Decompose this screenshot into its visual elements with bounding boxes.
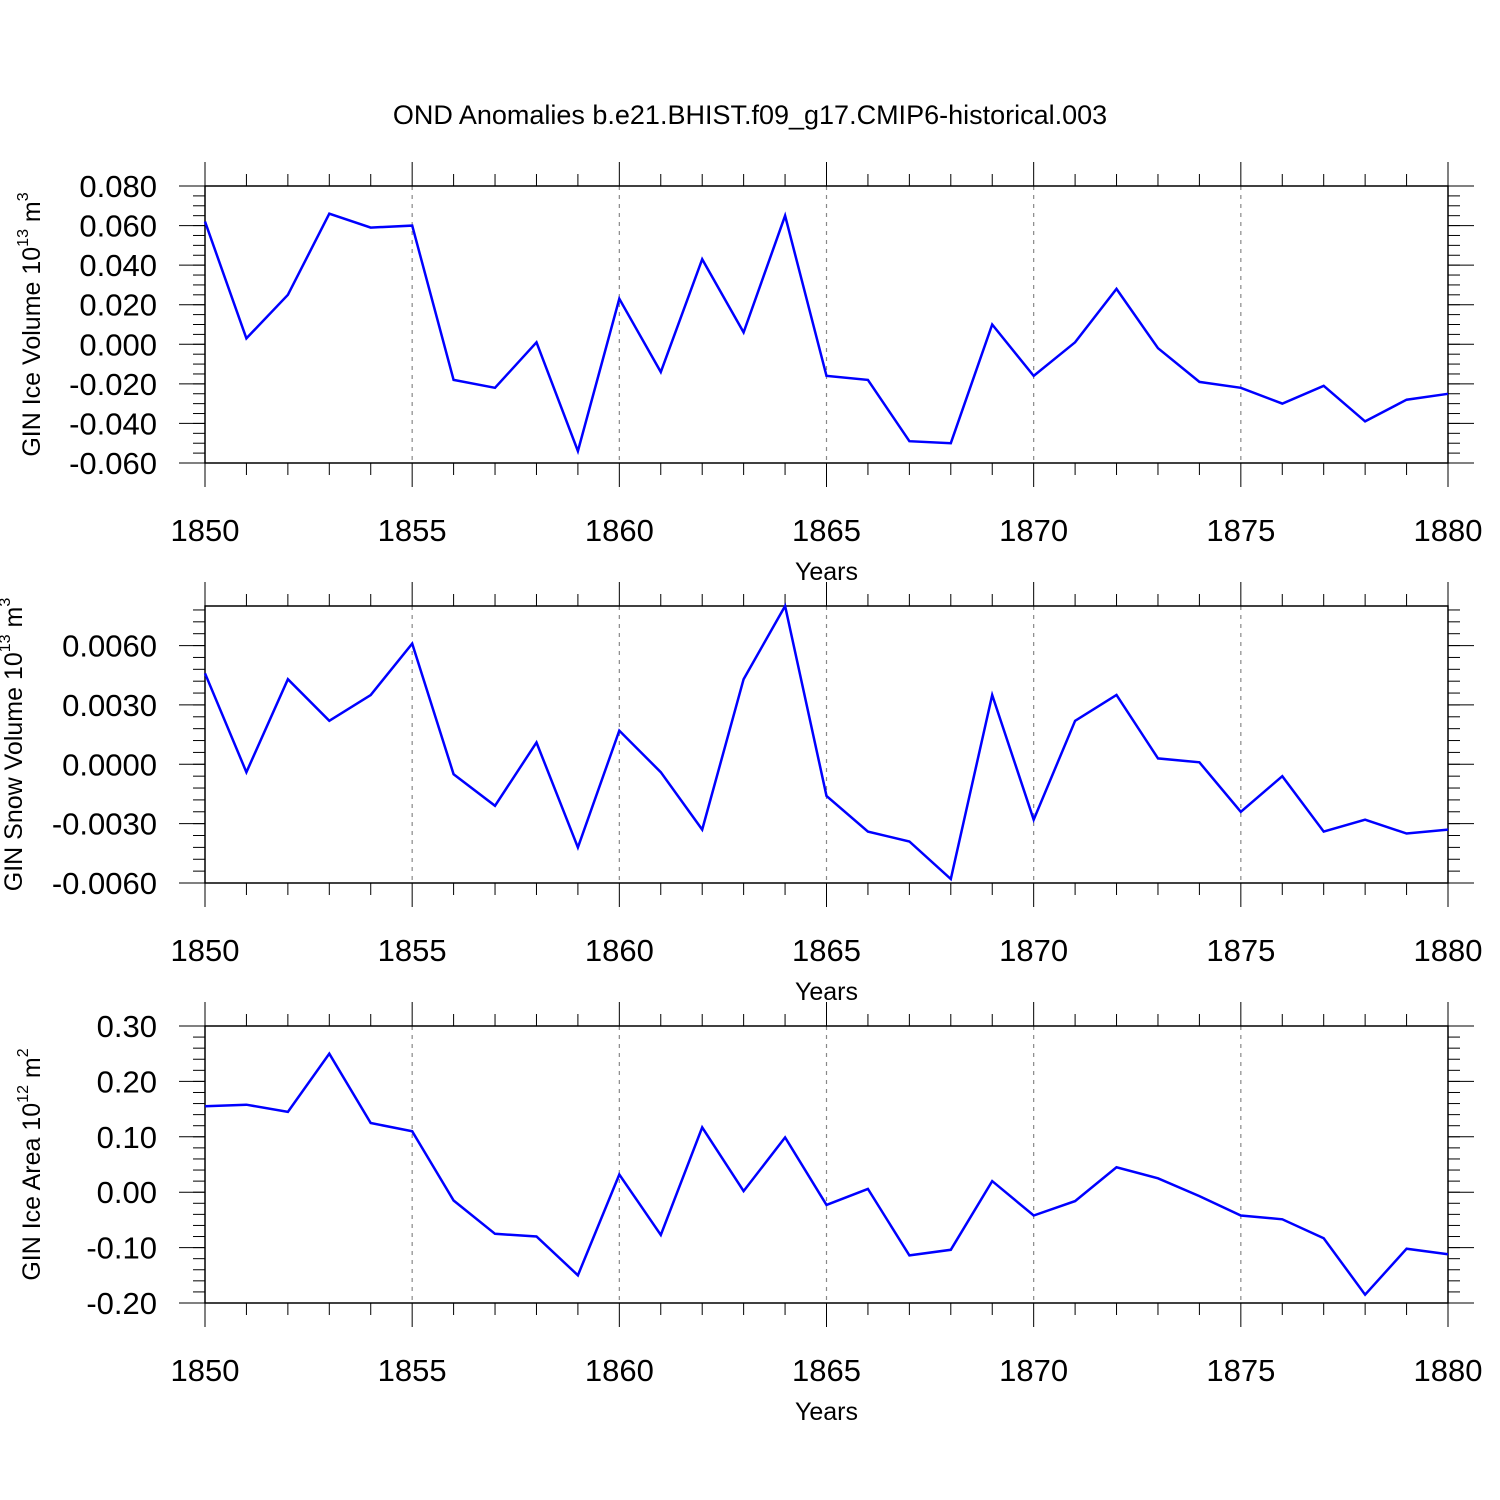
chart-panels: 1850 1855 1860 1865 1870 1875 1880 0.080 0.060 0.…	[0, 162, 1482, 1426]
y-axis-title-part: GIN Snow Volume 10	[0, 652, 28, 891]
y-tick-label: 0.020	[79, 288, 157, 323]
x-tick-label: 1860	[585, 933, 654, 968]
x-tick-label: 1855	[378, 933, 447, 968]
x-tick-label: 1850	[171, 933, 240, 968]
y-tick-label: -0.0030	[52, 807, 157, 842]
x-tick-label: 1880	[1414, 933, 1483, 968]
x-tick-label: 1850	[171, 513, 240, 548]
y-tick-label: -0.060	[69, 446, 157, 481]
y-tick-label: -0.0060	[52, 866, 157, 901]
y-tick-label: 0.0060	[62, 629, 157, 664]
y-tick-label: 0.0030	[62, 688, 157, 723]
y-axis-title-superscript: 13	[0, 634, 14, 652]
x-tick-label: 1870	[999, 1353, 1068, 1388]
y-tick-label: 0.000	[79, 327, 157, 362]
x-tick-label: 1860	[585, 1353, 654, 1388]
y-tick-label: 0.0000	[62, 747, 157, 782]
y-axis-title: GIN Ice Volume 1013 m3	[15, 192, 46, 456]
y-tick-label: 0.20	[97, 1064, 157, 1099]
y-axis-title-superscript: 3	[15, 192, 32, 201]
y-axis-title-superscript: 13	[15, 229, 32, 247]
x-tick-label: 1865	[792, 933, 861, 968]
x-tick-label: 1870	[999, 933, 1068, 968]
series-line	[203, 602, 1449, 882]
y-axis-title-part: m	[0, 607, 28, 635]
x-axis-title: Years	[795, 558, 858, 586]
x-axis-title: Years	[795, 978, 858, 1006]
y-axis-title-superscript: 2	[15, 1048, 32, 1057]
x-tick-label: 1875	[1206, 933, 1275, 968]
y-tick-label: 0.040	[79, 248, 157, 283]
y-tick-label: -0.10	[86, 1231, 157, 1266]
x-tick-label: 1880	[1414, 513, 1483, 548]
x-tick-label: 1880	[1414, 1353, 1483, 1388]
y-axis-title: GIN Snow Volume 1013 m3	[0, 598, 28, 892]
y-tick-label: 0.10	[97, 1120, 157, 1155]
series-line	[203, 211, 1449, 456]
y-axis-title-superscript: 12	[15, 1085, 32, 1103]
y-axis-title-part: m	[18, 201, 46, 229]
y-tick-label: 0.060	[79, 209, 157, 244]
x-tick-label: 1865	[792, 1353, 861, 1388]
y-tick-label: -0.20	[86, 1286, 157, 1321]
y-axis-title-superscript: 3	[0, 598, 14, 607]
x-tick-label: 1855	[378, 1353, 447, 1388]
figure-title: OND Anomalies b.e21.BHIST.f09_g17.CMIP6-…	[393, 100, 1107, 130]
x-tick-label: 1875	[1206, 1353, 1275, 1388]
x-tick-label: 1855	[378, 513, 447, 548]
x-tick-label: 1865	[792, 513, 861, 548]
y-tick-label: -0.040	[69, 406, 157, 441]
y-tick-label: 0.00	[97, 1175, 157, 1210]
y-tick-label: -0.020	[69, 367, 157, 402]
x-tick-label: 1850	[171, 1353, 240, 1388]
x-axis-title: Years	[795, 1398, 858, 1426]
x-tick-label: 1875	[1206, 513, 1275, 548]
y-axis-title-part: GIN Ice Volume 10	[18, 247, 46, 457]
y-tick-label: 0.080	[79, 169, 157, 204]
y-axis-title: GIN Ice Area 1012 m2	[15, 1048, 46, 1280]
chart-panel-3: 1850 1855 1860 1865 1870 1875 1880 0.30 0.20 0.10…	[15, 1002, 1482, 1426]
chart-panel-2: 1850 1855 1860 1865 1870 1875 1880 0.0060 0.0030…	[0, 582, 1482, 1006]
y-tick-label: 0.30	[97, 1009, 157, 1044]
x-tick-label: 1870	[999, 513, 1068, 548]
x-tick-label: 1860	[585, 513, 654, 548]
y-axis-title-part: GIN Ice Area 10	[18, 1103, 46, 1281]
chart-panel-1: 1850 1855 1860 1865 1870 1875 1880 0.080 0.060 0.…	[15, 162, 1482, 586]
y-axis-title-part: m	[18, 1057, 46, 1085]
series-line	[204, 1051, 1449, 1297]
